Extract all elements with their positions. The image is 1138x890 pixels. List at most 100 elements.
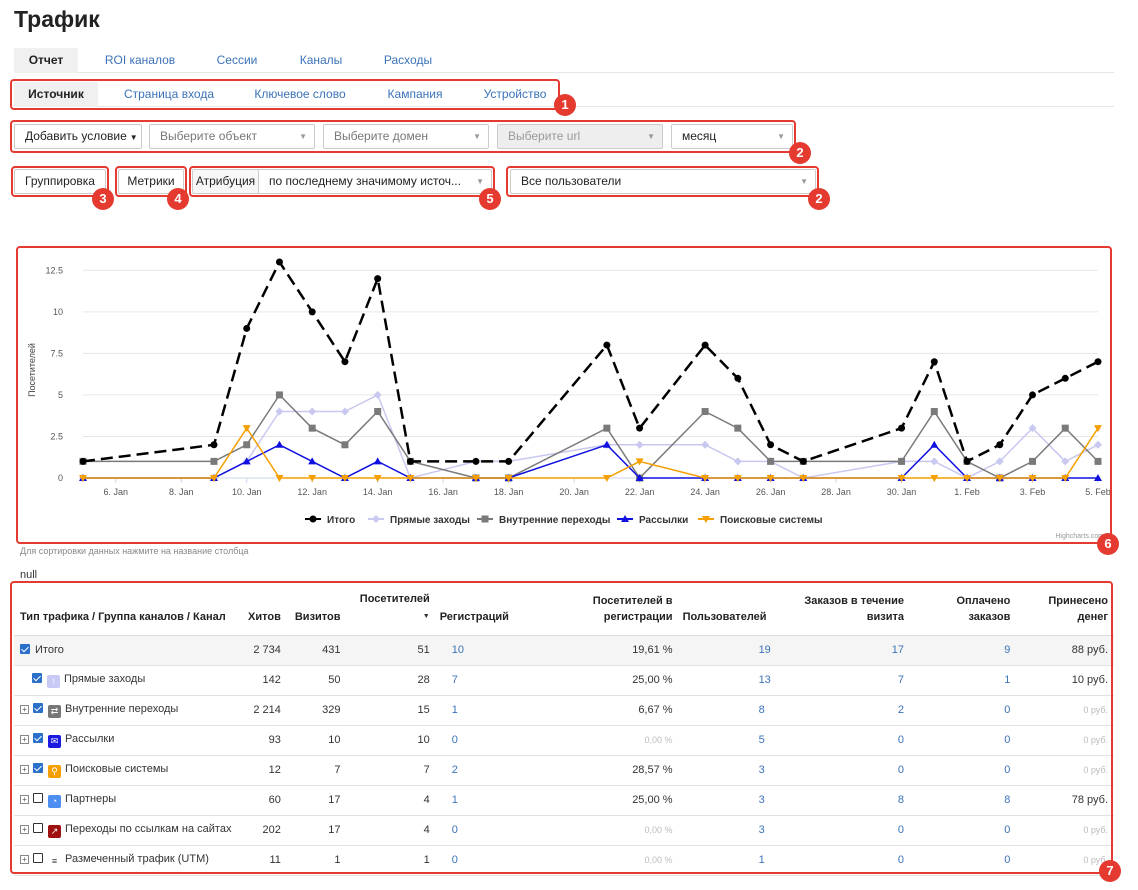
cell-value[interactable]: 3: [758, 794, 765, 806]
expand-icon[interactable]: +: [20, 764, 29, 774]
expand-icon[interactable]: +: [20, 704, 29, 714]
legend-label: Прямые заходы: [390, 515, 470, 526]
period-select[interactable]: месяц ▼: [671, 124, 793, 149]
data-point-internal: [243, 441, 251, 449]
col-hits[interactable]: Хитов: [237, 588, 287, 636]
cell-value[interactable]: 0: [1004, 704, 1011, 716]
cell-value[interactable]: 0: [1004, 764, 1011, 776]
data-point-direct: [373, 390, 382, 399]
cell-value[interactable]: 3: [758, 824, 765, 836]
cell-value[interactable]: 17: [891, 644, 904, 656]
segment-select[interactable]: Все пользователи ▼: [510, 169, 816, 194]
expand-icon[interactable]: +: [20, 824, 29, 834]
col-paid-orders[interactable]: Оплачено заказов: [909, 588, 1017, 636]
cell-value[interactable]: 7: [451, 674, 458, 686]
x-tick-label: 22. Jan: [625, 487, 655, 497]
tab-device[interactable]: Устройство: [483, 87, 547, 101]
tab-source[interactable]: Источник: [14, 82, 98, 107]
cell-value[interactable]: 0: [897, 854, 904, 866]
cell-value[interactable]: 1: [1004, 674, 1011, 686]
data-point-total: [505, 457, 513, 465]
data-point-search: [340, 475, 349, 482]
attribution-select[interactable]: Атрибуция по последнему значимому источ..…: [192, 169, 492, 194]
tab-roi-channels[interactable]: ROI каналов: [104, 53, 176, 67]
series-line-0: [82, 259, 1099, 464]
tab-sessions[interactable]: Сессии: [216, 53, 258, 67]
col-users[interactable]: Пользователей: [678, 588, 777, 636]
grouping-button[interactable]: Группировка: [14, 169, 106, 194]
cell-value[interactable]: 9: [1004, 644, 1011, 656]
expand-icon[interactable]: +: [20, 854, 29, 864]
segment-value: Все пользователи: [521, 174, 622, 188]
cell-value[interactable]: 1: [451, 794, 458, 806]
data-point-mail: [1094, 474, 1102, 481]
traffic-table: Тип трафика / Группа каналов / Канал Хит…: [14, 588, 1114, 876]
cell-value[interactable]: 0: [451, 734, 458, 746]
cell-value[interactable]: 0: [451, 854, 458, 866]
tab-keyword[interactable]: Ключевое слово: [254, 87, 346, 101]
main-tabs: Отчет ROI каналов Сессии Каналы Расходы: [14, 48, 1114, 73]
cell-value[interactable]: 8: [758, 704, 765, 716]
row-checkbox[interactable]: [33, 852, 43, 863]
row-checkbox[interactable]: [33, 702, 43, 713]
table-cell: 431: [286, 635, 347, 666]
cell-value[interactable]: 1: [451, 704, 458, 716]
table-cell: 8: [909, 785, 1017, 816]
tab-channels[interactable]: Каналы: [299, 53, 343, 67]
cell-value[interactable]: 13: [758, 674, 771, 686]
col-visitors[interactable]: Посетителей ▼: [346, 588, 436, 636]
row-checkbox[interactable]: [33, 822, 43, 833]
row-checkbox[interactable]: [33, 762, 43, 773]
cell-value[interactable]: 0: [451, 824, 458, 836]
cell-value[interactable]: 8: [897, 794, 904, 806]
cell-value[interactable]: 0: [1004, 824, 1011, 836]
cell-value[interactable]: 8: [1004, 794, 1011, 806]
tab-report[interactable]: Отчет: [14, 48, 78, 73]
tab-landing-page[interactable]: Страница входа: [123, 87, 215, 101]
row-checkbox[interactable]: [33, 792, 43, 803]
data-point-search: [930, 475, 939, 482]
cell-value: 17: [328, 824, 341, 836]
cell-value[interactable]: 0: [897, 734, 904, 746]
data-point-total: [996, 441, 1004, 449]
url-select[interactable]: Выберите url ▼: [497, 124, 663, 149]
data-point-total: [636, 424, 644, 432]
table-row: + ⇄ Внутренние переходы 2 214 329 15 1 6,67 % 8 2…: [14, 695, 1114, 726]
object-select[interactable]: Выберите объект ▼: [149, 124, 315, 149]
table-cell: 2: [776, 695, 910, 726]
data-point-internal: [374, 408, 382, 416]
expand-icon[interactable]: +: [20, 794, 29, 804]
cell-value[interactable]: 2: [897, 704, 904, 716]
cell-value[interactable]: 19: [758, 644, 771, 656]
col-visitors-to-registration[interactable]: Посетителей в регистрации: [524, 588, 679, 636]
cell-value[interactable]: 2: [451, 764, 458, 776]
cell-value[interactable]: 0: [897, 824, 904, 836]
tab-campaign[interactable]: Кампания: [387, 87, 443, 101]
cell-value[interactable]: 0: [1004, 734, 1011, 746]
table-cell: 4: [346, 815, 436, 846]
domain-select[interactable]: Выберите домен ▼: [323, 124, 489, 149]
add-condition-dropdown[interactable]: Добавить условие ▼: [14, 124, 142, 149]
metrics-button[interactable]: Метрики: [118, 169, 184, 194]
col-visitors-label: Посетителей: [359, 592, 430, 605]
row-checkbox[interactable]: [32, 672, 42, 683]
col-orders-in-visit[interactable]: Заказов в течение визита: [776, 588, 910, 636]
expand-icon[interactable]: +: [20, 734, 29, 744]
cell-value[interactable]: 10: [451, 644, 464, 656]
col-revenue[interactable]: Принесено денег: [1016, 588, 1114, 636]
cell-value[interactable]: 0: [897, 764, 904, 776]
table-cell: 2 734: [237, 635, 287, 666]
x-tick-label: 18. Jan: [494, 487, 524, 497]
tab-expenses[interactable]: Расходы: [383, 53, 433, 67]
data-point-total: [930, 358, 938, 366]
col-visits[interactable]: Визитов: [286, 588, 347, 636]
col-registrations[interactable]: Регистраций: [435, 588, 525, 636]
row-checkbox[interactable]: [20, 644, 30, 654]
row-checkbox[interactable]: [33, 732, 43, 743]
cell-value[interactable]: 7: [897, 674, 904, 686]
cell-value[interactable]: 1: [758, 854, 765, 866]
cell-value[interactable]: 5: [758, 734, 765, 746]
cell-value[interactable]: 0: [1004, 854, 1011, 866]
col-traffic-type[interactable]: Тип трафика / Группа каналов / Канал: [14, 588, 238, 636]
cell-value[interactable]: 3: [758, 764, 765, 776]
